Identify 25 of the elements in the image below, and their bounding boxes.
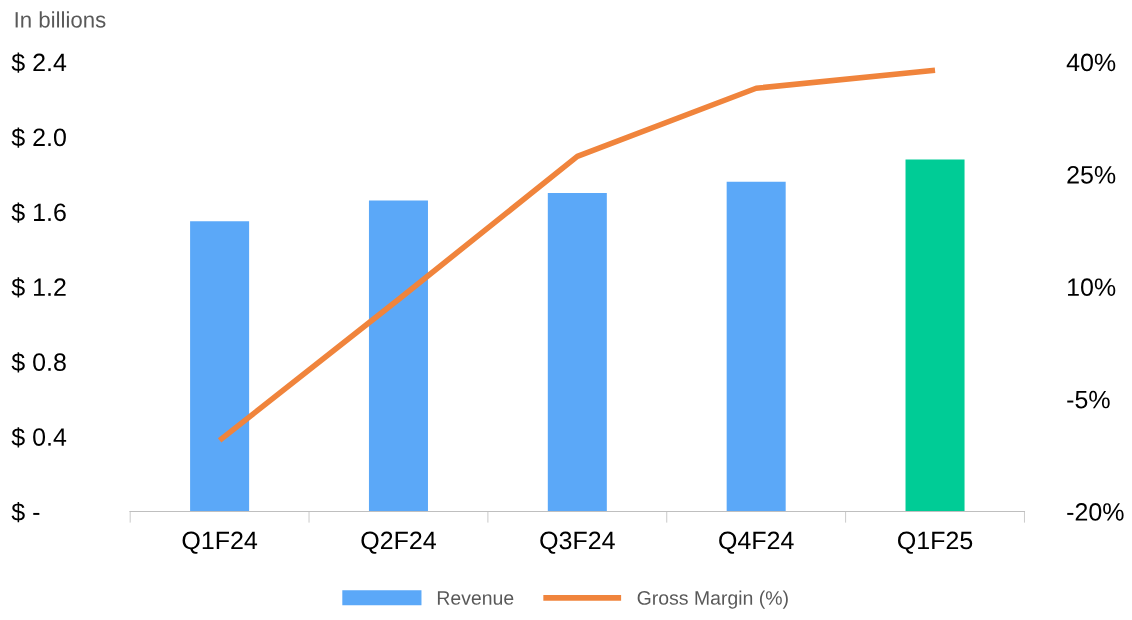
y2-tick-label: 40% (1066, 53, 1116, 72)
x-tick-label: Q2F24 (361, 531, 436, 554)
x-tick-label: Q3F24 (540, 531, 615, 554)
y-axis-title: In billions (15, 11, 106, 28)
x-tick-label: Q4F24 (719, 531, 794, 554)
y-tick-label: $ 0.4 (11, 427, 67, 448)
legend-label: Gross Margin (%) (637, 590, 788, 609)
bar (726, 181, 786, 512)
y2-tick-label: 10% (1068, 278, 1116, 297)
x-tick-label: Q1F25 (898, 531, 973, 554)
y2-tick-label: -5% (1067, 390, 1110, 409)
y-tick-label: $ 1.6 (11, 202, 66, 223)
y-tick-label: $ 2.0 (11, 127, 66, 148)
bar (368, 200, 428, 512)
y-tick-label: $ 2.4 (11, 52, 67, 73)
bar (190, 221, 250, 512)
bar (905, 159, 965, 512)
y-tick-label: $ 1.2 (11, 277, 66, 298)
y2-tick-label: -20% (1067, 503, 1124, 521)
x-tick-label: Q1F24 (182, 531, 258, 554)
y-tick-label: $ 0.8 (11, 352, 66, 373)
y2-tick-label: 25% (1067, 165, 1116, 184)
y-tick-label: $ - (11, 502, 40, 523)
bar (547, 193, 607, 512)
legend-label: Revenue (437, 591, 514, 605)
